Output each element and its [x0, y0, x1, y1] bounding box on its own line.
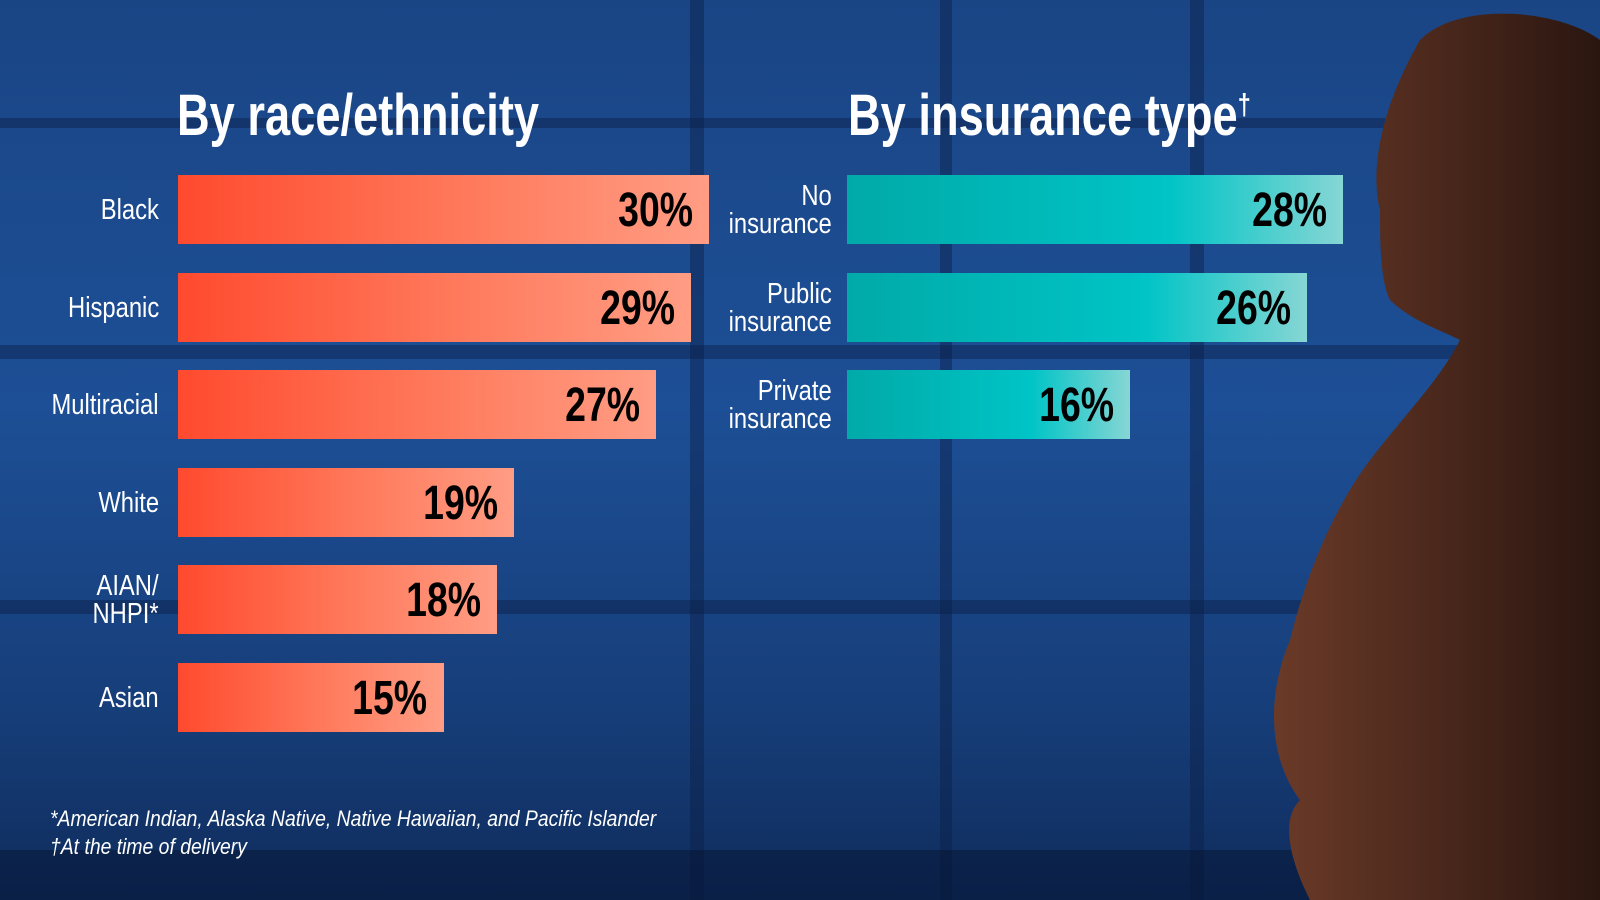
value-label: 27% [564, 379, 640, 432]
bar: 15% [178, 662, 444, 732]
bar: 27% [178, 370, 656, 439]
footnote-aian: *American Indian, Alaska Native, Native … [50, 806, 657, 831]
bar: 16% [847, 370, 1131, 439]
category-label: Black [100, 194, 159, 226]
value-label: 15% [352, 671, 428, 725]
dagger-mark: † [1237, 88, 1251, 122]
value-label: 26% [1216, 281, 1292, 335]
value-label: 29% [600, 281, 676, 335]
insurance-chart-title: By insurance type† [848, 82, 1251, 149]
category-label: AIAN/NHPI* [92, 570, 159, 630]
bar: 18% [178, 565, 497, 634]
value-label: 30% [618, 184, 693, 237]
category-label: Private insurance [728, 375, 832, 435]
category-label: No insurance [728, 180, 832, 240]
category-label: Multiracial [51, 389, 159, 421]
bar: 30% [178, 175, 709, 244]
bar: 26% [847, 272, 1308, 342]
bar: 19% [178, 467, 515, 537]
category-label: Asian [99, 681, 159, 714]
bar: 29% [178, 272, 692, 342]
category-label: Public insurance [728, 277, 832, 338]
value-label: 28% [1251, 184, 1327, 237]
insurance-title-text: By insurance type [848, 83, 1238, 148]
bar: 28% [847, 175, 1343, 244]
value-label: 16% [1039, 379, 1115, 432]
category-label: Hispanic [67, 291, 159, 324]
value-label: 19% [423, 476, 499, 530]
category-label: White [98, 486, 159, 519]
value-label: 18% [405, 574, 481, 627]
pregnant-woman-silhouette [1273, 13, 1600, 900]
race-chart-title: By race/ethnicity [177, 83, 540, 148]
footnote-insurance: †At the time of delivery [50, 834, 247, 859]
